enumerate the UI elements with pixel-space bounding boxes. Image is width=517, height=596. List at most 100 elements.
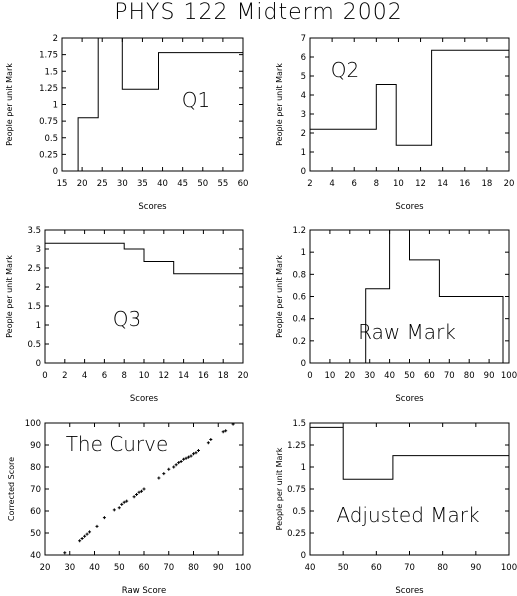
y-tick-label: 3 (36, 245, 41, 255)
y-tick-label: 1 (36, 321, 41, 331)
data-point (192, 452, 195, 456)
y-tick-label: 1 (301, 148, 306, 158)
x-tick-label: 16 (198, 371, 209, 381)
panel-adjusted: 40 50 60 70 80 90 100 0 0.25 0.5 0.75 1 1.25 1.5 Score… (275, 419, 517, 596)
data-point (117, 506, 121, 510)
y-tick-label: 0 (53, 167, 58, 177)
data-point (80, 537, 84, 540)
x-tick-label: 20 (238, 371, 249, 381)
x-axis-label: Raw Score (122, 586, 166, 596)
panel-q1: 15 20 25 30 35 40 45 50 55 60 0 0.25 0.5 0.75 1 1.25 1.5… (5, 34, 248, 212)
x-tick-label: 60 (139, 563, 150, 573)
step-series (310, 426, 509, 480)
data-point (112, 508, 116, 512)
x-tick-label: 50 (197, 179, 208, 189)
x-tick-label: 6 (102, 371, 107, 381)
data-point (137, 490, 141, 494)
step-series (77, 38, 243, 171)
data-point (209, 438, 213, 441)
data-point (184, 456, 188, 460)
panel-raw: 0 10 20 30 40 50 60 70 80 90 100 0 0.2 0.4 0.6 0.8 1 1.2 S… (275, 226, 517, 404)
data-point (85, 532, 89, 536)
x-tick-label: 60 (371, 563, 382, 573)
data-point (206, 441, 210, 445)
data-point (187, 455, 191, 459)
data-point (196, 449, 200, 452)
data-point (140, 489, 144, 493)
x-tick-label: 10 (139, 371, 150, 381)
x-tick-label: 90 (470, 563, 481, 573)
data-point (125, 499, 129, 503)
panel-annotation: Q1 (182, 88, 210, 112)
x-tick-label: 50 (114, 563, 125, 573)
x-axis-label: Scores (395, 394, 424, 404)
x-tick-label: 25 (97, 179, 108, 189)
y-tick-label: 70 (30, 485, 41, 495)
x-tick-label: 18 (481, 179, 492, 189)
y-tick-label: 0.8 (292, 270, 306, 280)
data-point (182, 457, 186, 461)
x-axis-label: Scores (130, 394, 159, 404)
y-tick-label: 0.2 (292, 337, 306, 347)
y-tick-label: 80 (30, 463, 41, 473)
x-tick-label: 30 (64, 563, 75, 573)
x-tick-label: 40 (305, 563, 316, 573)
y-tick-label: 0.75 (39, 117, 58, 127)
x-tick-label: 45 (177, 179, 188, 189)
y-tick-label: 2 (53, 34, 58, 44)
y-tick-label: 1.75 (39, 51, 58, 61)
y-tick-label: 1.5 (44, 67, 58, 77)
x-tick-label: 70 (444, 371, 455, 381)
x-tick-label: 12 (415, 179, 426, 189)
y-tick-label: 1 (301, 248, 306, 258)
x-tick-label: 8 (121, 371, 126, 381)
x-tick-label: 90 (484, 371, 495, 381)
data-point (95, 524, 99, 528)
x-tick-label: 30 (364, 371, 375, 381)
x-tick-label: 10 (324, 371, 335, 381)
x-tick-label: 18 (218, 371, 229, 381)
panel-annotation: The Curve (66, 432, 169, 456)
y-tick-label: 0.5 (27, 340, 41, 350)
step-series (310, 49, 509, 146)
y-tick-label: 1.5 (27, 302, 41, 312)
plot-frame (309, 37, 510, 172)
y-tick-label: 0.6 (292, 293, 306, 303)
y-axis-label: People per unit Mark (275, 255, 284, 338)
x-tick-label: 20 (504, 179, 515, 189)
panel-q3: 0 2 4 6 8 10 12 14 16 18 20 0 0.5 1 1.5 2 2.5 3 3.5 Scores P… (5, 226, 248, 404)
x-tick-label: 70 (404, 563, 415, 573)
x-tick-label: 2 (307, 179, 312, 189)
y-tick-label: 0.4 (292, 315, 306, 325)
data-point (63, 551, 67, 555)
x-tick-label: 20 (40, 563, 51, 573)
y-tick-label: 1.25 (39, 84, 58, 94)
plot-frame (309, 422, 510, 556)
panel-annotation: Adjusted Mark (336, 503, 479, 527)
y-tick-label: 5 (301, 72, 306, 82)
y-tick-label: 3.5 (27, 226, 41, 236)
x-tick-label: 60 (424, 371, 435, 381)
x-tick-label: 50 (404, 371, 415, 381)
y-tick-label: 2.5 (27, 264, 41, 274)
data-point (221, 430, 225, 434)
y-tick-label: 90 (30, 441, 41, 451)
y-tick-label: 4 (301, 91, 306, 101)
x-tick-label: 10 (393, 179, 404, 189)
y-tick-label: 2 (36, 283, 41, 293)
plot-frame (61, 37, 244, 172)
data-point (189, 454, 193, 458)
x-tick-label: 50 (338, 563, 349, 573)
panel-annotation: Raw Mark (358, 320, 456, 344)
data-point (157, 476, 161, 480)
data-point (177, 461, 181, 465)
step-series (365, 230, 504, 363)
data-point (135, 493, 139, 496)
x-axis-label: Scores (395, 202, 424, 212)
y-tick-label: 1.2 (292, 226, 306, 236)
x-tick-label: 100 (501, 371, 517, 381)
data-point (122, 500, 126, 504)
data-point (162, 472, 166, 476)
y-axis-label: People per unit Mark (5, 63, 14, 146)
